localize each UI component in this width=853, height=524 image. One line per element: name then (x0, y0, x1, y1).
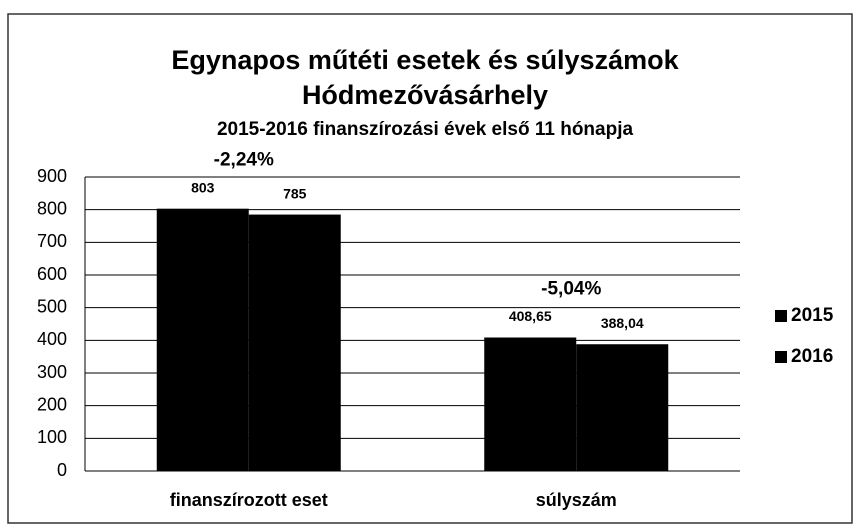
y-tick-label: 200 (37, 394, 67, 414)
legend-swatch (775, 351, 787, 363)
y-tick-label: 400 (37, 329, 67, 349)
y-tick-label: 600 (37, 264, 67, 284)
value-label: 785 (283, 185, 307, 201)
y-tick-label: 100 (37, 427, 67, 447)
bar (576, 344, 669, 471)
bar (156, 208, 249, 472)
y-tick-label: 700 (37, 231, 67, 251)
y-tick-label: 800 (37, 198, 67, 218)
y-tick-label: 900 (37, 166, 67, 186)
chart-title: Egynapos műtéti esetek és súlyszámok (171, 45, 679, 75)
value-label: 388,04 (601, 315, 644, 331)
legend-label: 2015 (791, 305, 834, 326)
value-label: 803 (191, 179, 215, 195)
legend-swatch (775, 310, 787, 322)
bar (248, 214, 341, 472)
annotation: -5,04% (541, 279, 601, 300)
y-tick-label: 500 (37, 296, 67, 316)
y-tick-label: 0 (57, 460, 67, 480)
x-tick-label: súlyszám (536, 490, 617, 510)
chart-title-line2: Hódmezővásárhely (302, 80, 548, 110)
chart-subtitle: 2015-2016 finanszírozási évek első 11 hó… (217, 119, 634, 140)
y-tick-label: 300 (37, 362, 67, 382)
bar (484, 337, 577, 471)
value-label: 408,65 (509, 308, 552, 324)
legend-label: 2016 (791, 346, 833, 367)
annotation: -2,24% (214, 150, 274, 171)
x-tick-label: finanszírozott eset (170, 490, 328, 510)
